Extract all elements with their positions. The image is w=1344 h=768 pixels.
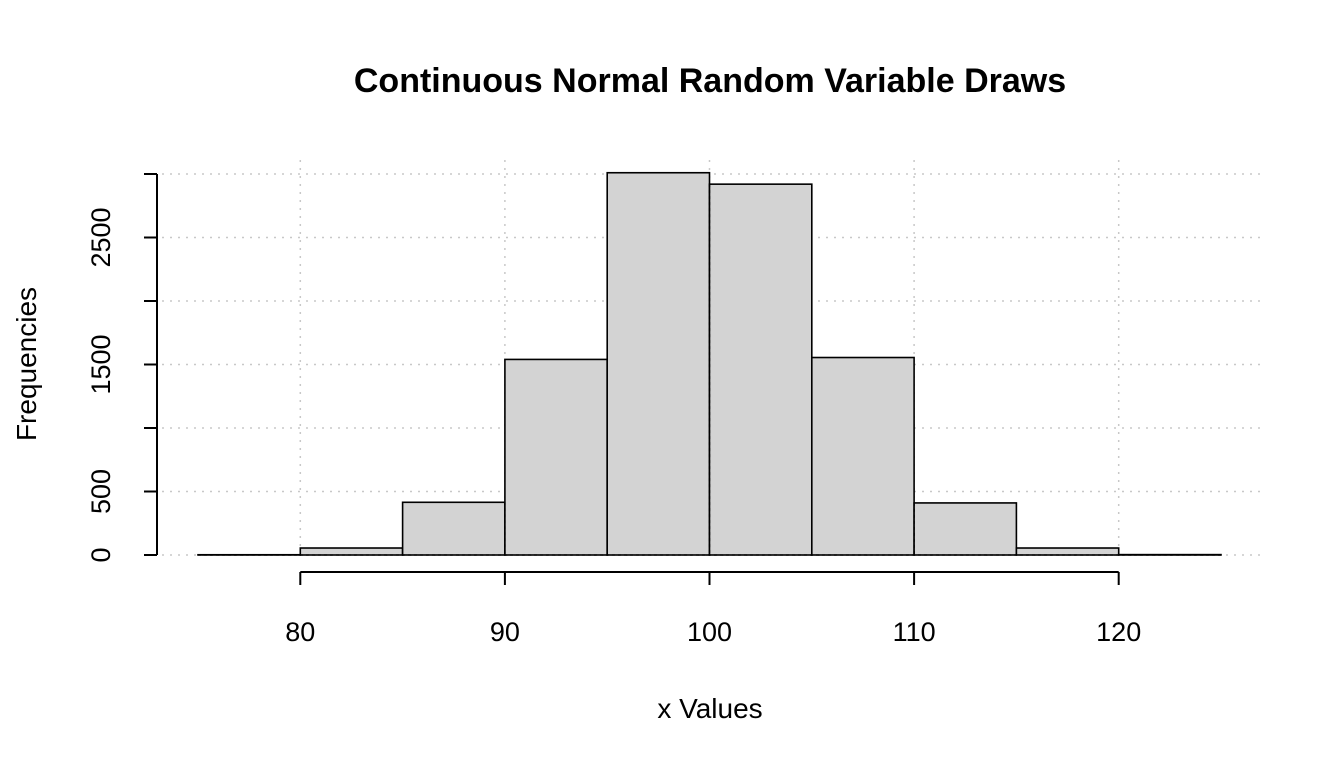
chart-title: Continuous Normal Random Variable Draws — [354, 62, 1066, 100]
y-tick-label: 500 — [86, 469, 116, 514]
histogram-bar — [708, 183, 813, 556]
x-tick-label: 80 — [285, 617, 315, 647]
histogram-bar — [504, 358, 608, 556]
x-tick-label: 120 — [1096, 617, 1141, 647]
bars — [197, 171, 1222, 556]
histogram-bar — [1015, 547, 1120, 556]
inner-dashed-lines — [198, 184, 1221, 556]
y-axis: 0 500 1500 2500 — [86, 173, 158, 563]
histogram-bar — [401, 501, 506, 556]
histogram-bar — [299, 547, 404, 556]
y-tick-label: 0 — [86, 547, 116, 562]
y-tick-label: 1500 — [86, 334, 116, 394]
histogram-bar — [913, 502, 1018, 556]
x-axis-label: x Values — [657, 693, 762, 724]
x-tick-label: 110 — [893, 617, 936, 647]
y-axis-label: Frequencies — [11, 287, 42, 441]
x-tick-label: 90 — [490, 617, 520, 647]
x-axis: 80 90 100 110 120 — [285, 571, 1141, 647]
histogram-bar — [810, 356, 915, 556]
y-tick-label: 2500 — [86, 207, 116, 267]
x-tick-label: 100 — [687, 617, 732, 647]
histogram-bar — [606, 171, 711, 556]
